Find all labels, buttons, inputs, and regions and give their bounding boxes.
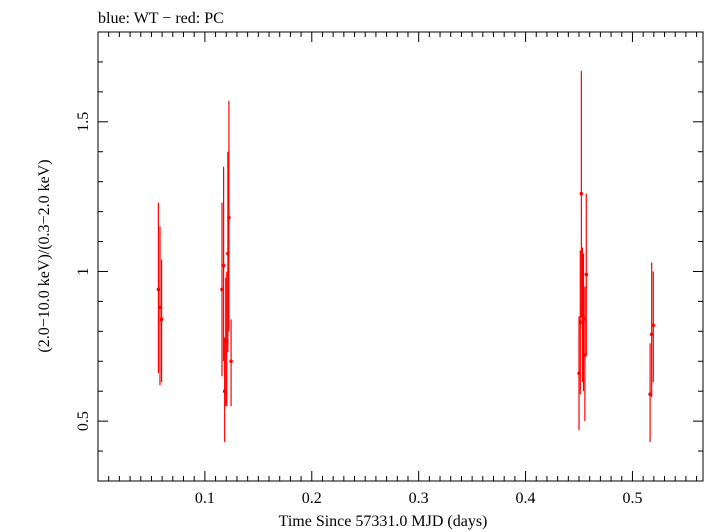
x-axis-label: Time Since 57331.0 MJD (days) bbox=[279, 513, 488, 530]
x-tick-label: 0.5 bbox=[622, 490, 642, 507]
data-point bbox=[159, 317, 164, 322]
data-point bbox=[221, 263, 226, 268]
chart-title: blue: WT − red: PC bbox=[98, 10, 224, 27]
data-point bbox=[584, 272, 589, 277]
y-tick-label: 1 bbox=[75, 267, 92, 275]
y-tick-label: 0.5 bbox=[75, 411, 92, 431]
x-tick-label: 0.2 bbox=[302, 490, 322, 507]
data-points bbox=[156, 70, 656, 443]
data-point bbox=[156, 287, 161, 292]
x-tick-label: 0.3 bbox=[409, 490, 429, 507]
y-axis-label: (2.0−10.0 keV)/(0.3−2.0 keV) bbox=[36, 159, 53, 352]
data-point bbox=[229, 359, 233, 364]
data-point bbox=[579, 191, 584, 196]
plot-frame bbox=[97, 31, 704, 482]
data-point bbox=[578, 320, 583, 325]
data-point bbox=[158, 305, 162, 310]
axis-ticks bbox=[97, 31, 703, 482]
x-tick-label: 0.1 bbox=[195, 490, 215, 507]
y-tick-labels: 0.5 1 1.5 bbox=[75, 112, 92, 431]
y-tick-label: 1.5 bbox=[75, 112, 92, 132]
data-point bbox=[651, 323, 656, 328]
data-point bbox=[649, 332, 654, 337]
data-point bbox=[227, 215, 231, 220]
data-point bbox=[220, 287, 224, 292]
x-tick-label: 0.4 bbox=[516, 490, 536, 507]
data-point bbox=[648, 392, 652, 396]
x-tick-labels: 0.1 0.2 0.3 0.4 0.5 bbox=[195, 490, 643, 507]
